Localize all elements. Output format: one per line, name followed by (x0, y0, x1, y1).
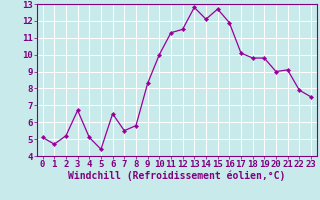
X-axis label: Windchill (Refroidissement éolien,°C): Windchill (Refroidissement éolien,°C) (68, 171, 285, 181)
